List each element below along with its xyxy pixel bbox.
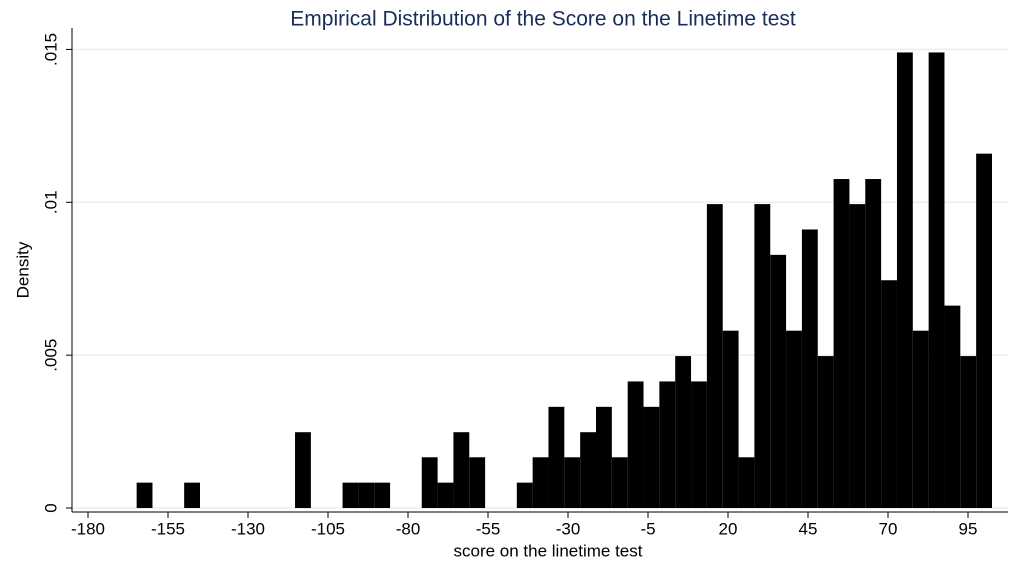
x-tick-label: -55	[476, 519, 501, 538]
bar	[580, 432, 596, 509]
bar	[738, 457, 755, 509]
bar	[358, 482, 375, 509]
x-tick-label: -155	[151, 519, 185, 538]
bar	[833, 179, 850, 509]
bar	[706, 204, 723, 509]
bar	[801, 229, 818, 509]
bar	[469, 457, 486, 509]
bar	[928, 52, 945, 509]
chart-title: Empirical Distribution of the Score on t…	[290, 8, 796, 31]
y-axis-label: Density	[13, 241, 32, 298]
bar	[374, 482, 391, 509]
bar	[691, 381, 707, 509]
bar	[896, 52, 913, 509]
bar	[849, 204, 866, 509]
bar	[611, 457, 628, 509]
bar	[754, 204, 771, 509]
bar	[865, 179, 882, 509]
bar	[548, 406, 565, 509]
x-tick-label: -5	[640, 519, 655, 538]
bar	[643, 406, 660, 509]
x-tick-label: -30	[556, 519, 581, 538]
bar	[770, 254, 787, 509]
bar	[437, 482, 454, 509]
x-tick-label: 95	[959, 519, 978, 538]
bar	[912, 330, 929, 509]
bar	[342, 482, 359, 509]
x-tick-label: 70	[879, 519, 898, 538]
x-tick-label: 45	[799, 519, 818, 538]
x-tick-label: -80	[396, 519, 421, 538]
bar	[453, 432, 470, 509]
bar	[786, 330, 802, 509]
x-tick-label: 20	[719, 519, 738, 538]
x-tick-label: -180	[71, 519, 105, 538]
x-tick-label: -130	[231, 519, 265, 538]
bar	[516, 482, 533, 509]
y-tick-label: .015	[41, 33, 60, 66]
bar	[675, 356, 692, 509]
bar	[184, 482, 200, 509]
bar	[136, 482, 153, 509]
bar	[532, 457, 549, 509]
y-tick-label: .01	[41, 190, 60, 214]
bar	[960, 356, 977, 509]
bar	[564, 457, 581, 509]
bar	[295, 432, 311, 509]
bar	[659, 381, 676, 509]
bar	[817, 356, 834, 509]
x-axis-label: score on the linetime test	[454, 541, 643, 560]
bar	[596, 406, 612, 509]
bar	[976, 153, 992, 509]
bar	[627, 381, 644, 509]
x-tick-label: -105	[311, 519, 345, 538]
bar	[722, 330, 739, 509]
bar	[944, 305, 961, 509]
bar	[421, 457, 438, 509]
y-tick-label: 0	[41, 503, 60, 512]
bar	[881, 280, 897, 509]
y-tick-label: .005	[41, 339, 60, 372]
